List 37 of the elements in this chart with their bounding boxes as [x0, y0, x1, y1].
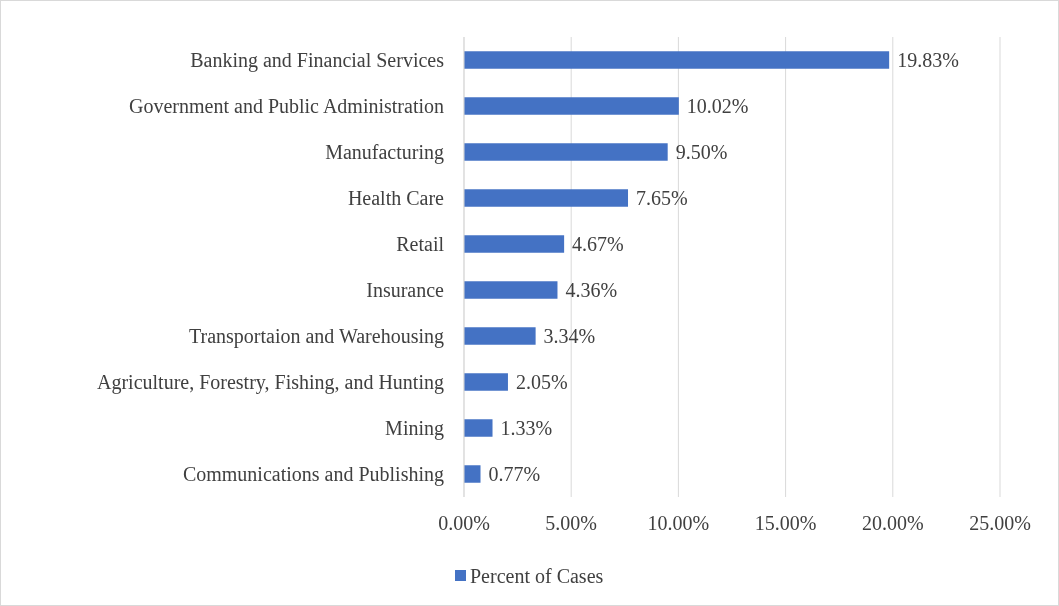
bar	[464, 235, 565, 253]
bar	[464, 419, 493, 437]
x-tick-label: 5.00%	[545, 512, 598, 534]
x-tick-label: 15.00%	[754, 512, 817, 534]
x-tick-label: 0.00%	[438, 512, 490, 534]
bar	[464, 51, 890, 69]
data-label: 4.67%	[572, 233, 624, 255]
x-tick-label: 10.00%	[647, 512, 710, 534]
data-label: 3.34%	[543, 325, 596, 347]
bar	[464, 327, 536, 345]
data-label: 1.33%	[500, 417, 553, 439]
data-label: 9.50%	[675, 141, 728, 163]
y-tick-label: Transportaion and Warehousing	[188, 325, 444, 348]
bar	[464, 281, 558, 299]
data-label: 4.36%	[565, 279, 618, 301]
y-tick-label: Manufacturing	[325, 141, 444, 164]
y-tick-label: Mining	[385, 417, 444, 440]
data-label: 7.65%	[636, 187, 688, 209]
y-tick-label: Banking and Financial Services	[190, 49, 445, 72]
y-tick-label: Government and Public Administration	[129, 95, 444, 117]
legend-label: Percent of Cases	[470, 565, 604, 587]
data-label: 10.02%	[686, 95, 749, 117]
data-label: 19.83%	[897, 49, 959, 71]
bar	[464, 97, 679, 115]
y-tick-label: Health Care	[347, 187, 445, 209]
data-label: 0.77%	[488, 463, 541, 485]
y-tick-label: Retail	[396, 233, 445, 255]
y-tick-label: Communications and Publishing	[182, 463, 444, 486]
bar	[464, 143, 668, 161]
data-label: 2.05%	[515, 371, 568, 393]
y-tick-label: Agriculture, Forestry, Fishing, and Hunting	[96, 371, 444, 394]
bar	[464, 373, 508, 391]
y-tick-label: Insurance	[366, 279, 445, 301]
bar	[464, 189, 629, 207]
x-tick-label: 20.00%	[861, 512, 924, 534]
bar	[464, 465, 481, 483]
x-tick-label: 25.00%	[969, 512, 1031, 534]
